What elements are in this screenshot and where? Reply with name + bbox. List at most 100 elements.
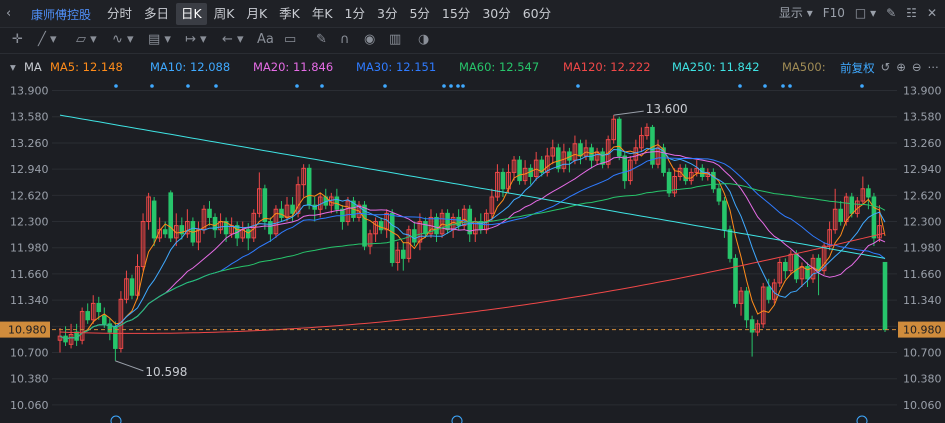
- candle-body: [90, 302, 96, 321]
- wave-tool-icon[interactable]: ∿ ▾: [112, 32, 134, 47]
- ma-legend-item[interactable]: MA500:: [782, 60, 826, 74]
- tab-10[interactable]: 15分: [441, 6, 471, 21]
- candle-body: [628, 159, 633, 182]
- current-price-label-right: 10.980: [903, 324, 942, 337]
- candle-body: [129, 278, 135, 296]
- candle-body: [666, 171, 672, 194]
- candle-body: [162, 229, 168, 235]
- ma-title[interactable]: MA: [24, 60, 42, 74]
- add-icon[interactable]: ⊕: [896, 60, 906, 74]
- tab-4[interactable]: 月K: [246, 6, 268, 21]
- pen-icon[interactable]: ✎: [886, 5, 897, 20]
- more-icon[interactable]: ⋯: [927, 60, 940, 74]
- crosshair-icon[interactable]: ✛: [12, 32, 23, 47]
- ma-legend-item[interactable]: MA20: 11.846: [253, 60, 334, 74]
- channel-tool-icon[interactable]: ▱ ▾: [76, 32, 97, 47]
- line-tool-icon[interactable]: ╱ ▾: [38, 32, 57, 47]
- candle-body: [672, 176, 677, 194]
- candle-body: [306, 167, 312, 206]
- candle-body: [207, 208, 212, 218]
- f10-button[interactable]: F10: [822, 5, 845, 20]
- tab-6[interactable]: 年K: [311, 6, 333, 21]
- y-tick-label-left: 10.700: [10, 347, 49, 360]
- stock-name[interactable]: 康师傅控股: [31, 8, 92, 22]
- candle-body: [871, 196, 877, 239]
- candle-body: [107, 323, 113, 333]
- undo-icon[interactable]: ↺: [880, 60, 891, 74]
- measure-tool-icon[interactable]: ↦ ▾: [185, 32, 207, 47]
- ma-legend-item[interactable]: MA10: 12.088: [150, 60, 231, 74]
- magnet-icon[interactable]: ∩: [340, 32, 350, 47]
- ma-legend: ▾ MA 前复权 ↺ ⊕ ⊖ ⋯ MA5: 12.148 MA10: 12.088…: [0, 58, 945, 78]
- ma-legend-item[interactable]: MA120: 12.222: [563, 60, 651, 74]
- candle-body: [578, 143, 583, 157]
- tab-5[interactable]: 季K: [279, 6, 300, 21]
- tab-0[interactable]: 分时: [107, 6, 133, 21]
- candle-body: [744, 290, 749, 321]
- ma-legend-item[interactable]: MA250: 11.842: [672, 60, 760, 74]
- adjust-mode[interactable]: 前复权: [840, 61, 875, 75]
- y-tick-label-right: 13.260: [903, 137, 942, 150]
- text-tool-icon[interactable]: Aa: [257, 32, 274, 47]
- candle-body: [722, 200, 727, 231]
- candle-body: [832, 208, 838, 231]
- candle-body: [245, 229, 251, 239]
- y-tick-label-right: 11.660: [903, 268, 942, 281]
- comment-tool-icon[interactable]: ▭: [284, 32, 297, 47]
- y-tick-label-right: 13.900: [903, 85, 942, 98]
- candle-body: [644, 126, 650, 137]
- tab-11[interactable]: 30分: [482, 6, 511, 21]
- brush-icon[interactable]: ✎: [316, 32, 327, 47]
- candle-body: [295, 184, 301, 214]
- event-marker: [456, 84, 460, 88]
- remove-icon[interactable]: ⊖: [911, 60, 922, 74]
- candle-body: [755, 323, 760, 333]
- ma-legend-item[interactable]: MA30: 12.151: [356, 60, 437, 74]
- arrow-tool-icon[interactable]: ← ▾: [222, 32, 244, 47]
- tab-8[interactable]: 3分: [377, 6, 398, 21]
- y-tick-label-left: 13.260: [10, 137, 49, 150]
- event-circle-marker: [856, 415, 868, 423]
- eye-icon[interactable]: ◉: [364, 32, 376, 47]
- ma-legend-item[interactable]: MA5: 12.148: [50, 60, 123, 74]
- y-tick-label-right: 12.300: [903, 216, 942, 229]
- toggle-icon[interactable]: ◑: [418, 32, 430, 47]
- back-arrow-icon[interactable]: ‹: [6, 6, 12, 21]
- candle-body: [212, 216, 218, 231]
- candle-body: [74, 331, 79, 341]
- candle-body: [362, 204, 367, 247]
- checkbox-icon[interactable]: □ ▾: [854, 5, 877, 20]
- candle-body: [500, 171, 506, 190]
- y-tick-label-left: 10.380: [10, 373, 49, 386]
- candle-body: [373, 221, 378, 235]
- candle-body: [600, 151, 605, 165]
- grid-icon[interactable]: ☷: [906, 5, 917, 20]
- y-tick-label-right: 10.380: [903, 373, 942, 386]
- trash-icon[interactable]: ▥: [389, 32, 402, 47]
- candle-body: [877, 225, 882, 239]
- candle-body: [290, 204, 295, 214]
- close-icon[interactable]: ✕: [926, 5, 937, 20]
- candle-body: [96, 302, 102, 313]
- candle-body: [733, 257, 738, 304]
- tab-9[interactable]: 5分: [409, 6, 430, 21]
- candle-body: [639, 135, 644, 149]
- candle-body: [124, 278, 129, 300]
- event-marker: [442, 84, 446, 88]
- candle-body: [616, 118, 622, 157]
- tab-7[interactable]: 1分: [344, 6, 365, 21]
- ma-legend-item[interactable]: MA60: 12.547: [459, 60, 540, 74]
- ma-settings-icon[interactable]: ▾: [10, 60, 16, 74]
- top-right-controls: 显示 ▾ F10 □ ▾ ✎ ☷ ✕: [769, 4, 937, 21]
- tab-12[interactable]: 60分: [522, 6, 552, 21]
- candle-body: [849, 196, 855, 214]
- tab-1[interactable]: 多日: [144, 6, 170, 21]
- display-dropdown[interactable]: 显示 ▾: [778, 6, 813, 20]
- tab-3[interactable]: 周K: [213, 6, 235, 21]
- tab-2[interactable]: 日K: [176, 3, 207, 25]
- candle-body: [727, 229, 733, 259]
- fib-tool-icon[interactable]: ▤ ▾: [148, 32, 171, 47]
- candle-body: [517, 159, 522, 182]
- candle-body: [356, 204, 362, 218]
